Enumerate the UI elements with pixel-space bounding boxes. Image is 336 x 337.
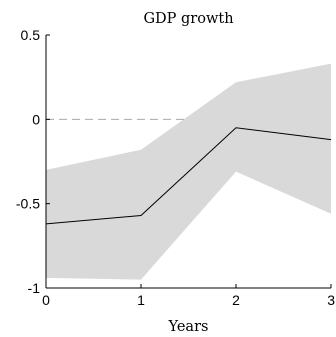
x-tick-label: 0 <box>42 292 50 308</box>
chart-title: GDP growth <box>143 11 233 27</box>
y-tick-label: 0 <box>32 111 40 127</box>
x-axis-label: Years <box>168 319 209 335</box>
x-tick-label: 2 <box>232 292 240 308</box>
y-tick-label: -0.5 <box>16 196 40 212</box>
y-tick-label: -1 <box>28 280 41 296</box>
x-tick-label: 3 <box>327 292 335 308</box>
y-tick-label: 0.5 <box>21 27 41 43</box>
series-line-0 <box>45 127 332 225</box>
x-tick-label: 1 <box>137 292 145 308</box>
